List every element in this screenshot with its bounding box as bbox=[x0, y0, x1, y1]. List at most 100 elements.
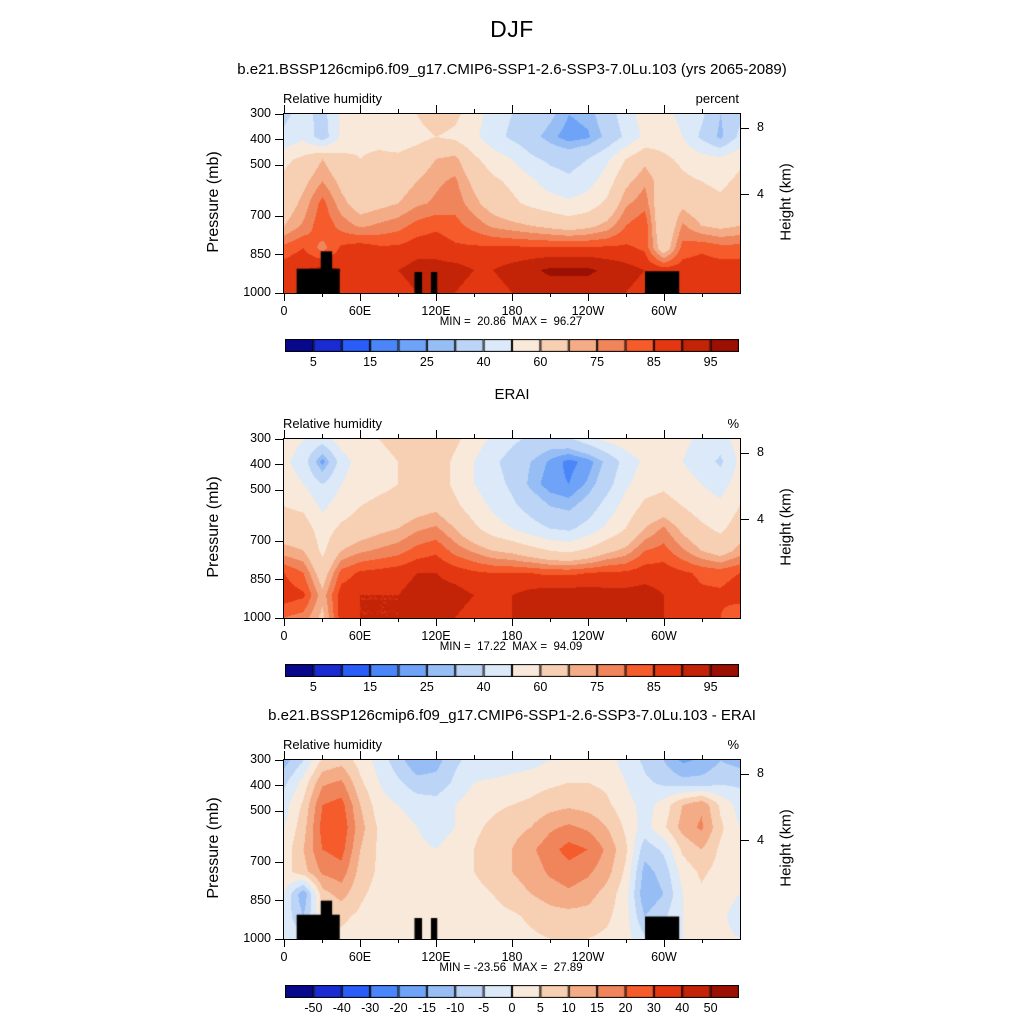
y-tick-label: 1000 bbox=[243, 285, 271, 299]
x-tick bbox=[283, 618, 285, 626]
x-minor-tick bbox=[701, 939, 703, 943]
x-minor-tick bbox=[473, 755, 475, 759]
x-minor-tick bbox=[701, 293, 703, 297]
x-tick-label: 180 bbox=[501, 629, 523, 643]
y-tick-label: 500 bbox=[250, 803, 271, 818]
colorbar-tick-label: 40 bbox=[675, 1001, 690, 1015]
contour-canvas bbox=[284, 760, 740, 939]
x-tick bbox=[587, 293, 589, 301]
colorbar-tick-label: 25 bbox=[419, 680, 434, 694]
x-minor-tick bbox=[625, 618, 627, 622]
y-tick-label: 300 bbox=[250, 431, 271, 445]
x-tick bbox=[435, 430, 437, 438]
x-minor-tick bbox=[397, 939, 399, 943]
y-tick bbox=[275, 759, 283, 761]
colorbar-tick-label: 75 bbox=[590, 355, 605, 369]
x-tick bbox=[587, 430, 589, 438]
colorbar-tick-label: 25 bbox=[419, 355, 434, 369]
x-tick-label: 60W bbox=[651, 950, 677, 964]
y-tick bbox=[275, 785, 283, 787]
x-tick-label: 120W bbox=[571, 950, 605, 964]
y-tick-label: 700 bbox=[250, 854, 271, 869]
x-tick-label: 120W bbox=[571, 629, 605, 643]
colorbar-labels: -50 -40 -30 -20 -15 -10 -5 0 5 10 15 20 30 40 50 bbox=[285, 1001, 739, 1017]
y-tick-label: 1000 bbox=[243, 931, 271, 945]
colorbar-tick-label: 85 bbox=[646, 355, 661, 369]
y-tick bbox=[275, 579, 283, 581]
contour-plot: 0 60E 120E 180 120W 60W 300 400 500 700 850 1000 8 4 bbox=[243, 105, 764, 318]
contour-plot: 0 60E 120E 180 120W 60W 300 400 500 700 850 1000 8 4 bbox=[243, 430, 764, 643]
y-tick-label: 700 bbox=[250, 208, 271, 223]
x-tick bbox=[511, 293, 513, 301]
x-minor-tick bbox=[321, 618, 323, 622]
x-minor-tick bbox=[321, 293, 323, 297]
x-tick bbox=[435, 618, 437, 626]
y-tick-label: 850 bbox=[250, 246, 271, 261]
y-tick bbox=[275, 215, 283, 217]
y-tick bbox=[275, 292, 283, 294]
right-axis-title: Height (km) bbox=[777, 488, 795, 566]
height-tick-label: 4 bbox=[757, 186, 764, 201]
y-tick-label: 1000 bbox=[243, 610, 271, 624]
colorbar-tick-label: 5 bbox=[309, 680, 317, 694]
x-minor-tick bbox=[549, 939, 551, 943]
x-minor-tick bbox=[549, 755, 551, 759]
x-minor-tick bbox=[397, 434, 399, 438]
colorbar-tick-label: 60 bbox=[533, 680, 548, 694]
x-minor-tick bbox=[397, 293, 399, 297]
x-tick bbox=[283, 293, 285, 301]
main-title: DJF bbox=[490, 16, 534, 42]
colorbar-tick-label: -40 bbox=[332, 1001, 351, 1015]
colorbar-tick-label: 15 bbox=[363, 355, 378, 369]
panel-title: b.e21.BSSP126cmip6.f09_g17.CMIP6-SSP1-2.… bbox=[237, 61, 787, 78]
x-tick-label: 120E bbox=[421, 304, 451, 318]
y-tick-label: 300 bbox=[250, 752, 271, 766]
height-tick bbox=[741, 194, 749, 196]
y-tick bbox=[275, 810, 283, 812]
y-tick bbox=[275, 139, 283, 141]
x-tick bbox=[435, 293, 437, 301]
colorbar-tick-label: 15 bbox=[363, 680, 378, 694]
x-tick bbox=[283, 105, 285, 113]
x-minor-tick bbox=[321, 755, 323, 759]
x-tick bbox=[663, 105, 665, 113]
y-tick-label: 500 bbox=[250, 482, 271, 497]
colorbar-tick-label: 75 bbox=[590, 680, 605, 694]
x-minor-tick bbox=[625, 939, 627, 943]
height-tick-label: 8 bbox=[757, 445, 764, 460]
x-minor-tick bbox=[473, 939, 475, 943]
field-label: Relative humidity bbox=[283, 416, 382, 431]
panel-erai: ERAI Relative humidity % Pressure (mb) H… bbox=[0, 383, 1024, 699]
right-axis-title: Height (km) bbox=[777, 163, 795, 241]
panel-model: b.e21.BSSP126cmip6.f09_g17.CMIP6-SSP1-2.… bbox=[0, 58, 1024, 374]
y-tick-label: 700 bbox=[250, 533, 271, 548]
colorbar-tick-label: 10 bbox=[561, 1001, 576, 1015]
height-tick bbox=[741, 127, 749, 129]
field-label: Relative humidity bbox=[283, 91, 382, 106]
x-tick bbox=[511, 618, 513, 626]
x-tick bbox=[435, 939, 437, 947]
x-tick bbox=[359, 293, 361, 301]
x-minor-tick bbox=[625, 109, 627, 113]
x-minor-tick bbox=[701, 755, 703, 759]
x-tick bbox=[587, 618, 589, 626]
x-tick bbox=[587, 939, 589, 947]
x-tick-label: 180 bbox=[501, 304, 523, 318]
y-tick-label: 400 bbox=[250, 131, 271, 146]
colorbar-tick-label: 95 bbox=[703, 680, 718, 694]
y-tick bbox=[275, 617, 283, 619]
x-minor-tick bbox=[549, 434, 551, 438]
height-tick bbox=[741, 452, 749, 454]
colorbar bbox=[285, 339, 739, 352]
x-minor-tick bbox=[321, 109, 323, 113]
contour-canvas bbox=[284, 114, 740, 293]
y-axis-title: Pressure (mb) bbox=[205, 151, 222, 253]
x-tick bbox=[435, 105, 437, 113]
x-tick-label: 60E bbox=[348, 629, 372, 643]
colorbar-tick-label: -5 bbox=[478, 1001, 490, 1015]
height-tick-label: 8 bbox=[757, 120, 764, 135]
colorbar-tick-label: -10 bbox=[446, 1001, 465, 1015]
x-tick bbox=[511, 430, 513, 438]
colorbar-tick-label: -30 bbox=[361, 1001, 380, 1015]
